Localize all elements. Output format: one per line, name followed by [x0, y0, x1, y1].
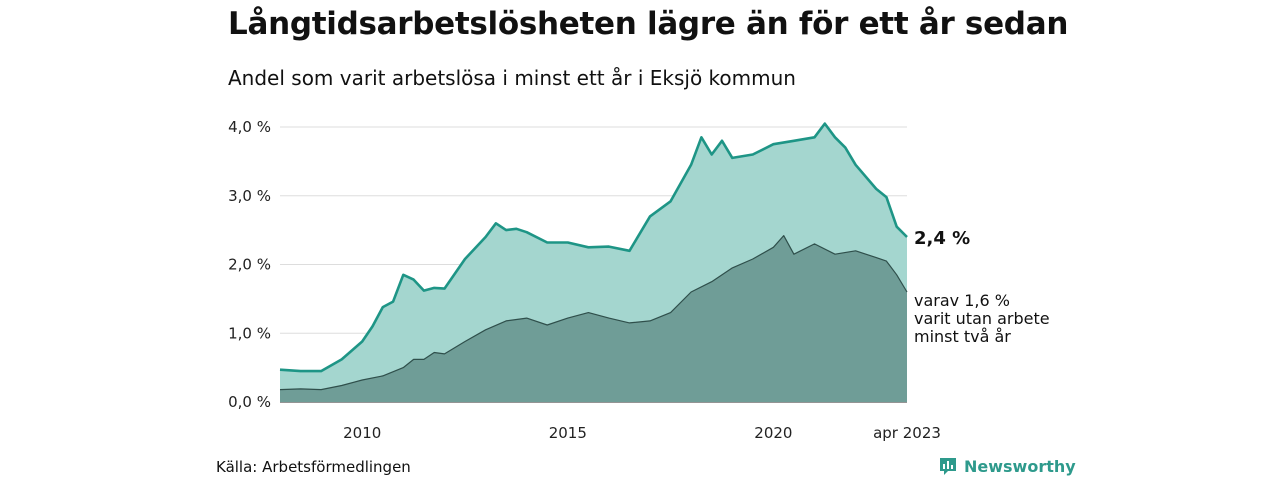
y-tick-label: 2,0 %: [228, 256, 271, 274]
series-one-year-line: [279, 122, 908, 373]
source-note: Källa: Arbetsförmedlingen: [216, 458, 411, 476]
chart-subtitle: Andel som varit arbetslösa i minst ett å…: [228, 66, 796, 90]
y-tick-label: 3,0 %: [228, 187, 271, 205]
x-tick-label: 2020: [754, 424, 792, 442]
y-tick-label: 4,0 %: [228, 118, 271, 136]
bar-chart-icon: [940, 458, 956, 475]
end-label-main: 2,4 %: [914, 228, 970, 249]
x-tick-label: 2015: [549, 424, 587, 442]
x-axis-ticks: 2010 2015 2020 apr 2023: [343, 424, 941, 442]
y-tick-label: 1,0 %: [228, 324, 271, 342]
chart-title: Långtidsarbetslösheten lägre än för ett …: [228, 6, 1069, 42]
series-two-year-line: [279, 235, 908, 391]
y-axis-ticks: 0,0 % 1,0 % 2,0 % 3,0 % 4,0 %: [228, 118, 271, 411]
end-label-sub-line: varit utan arbete: [914, 309, 1050, 328]
end-label-sub-line: minst två år: [914, 327, 1011, 346]
brand-logo[interactable]: Newsworthy: [938, 456, 1076, 476]
series-two-year-area: [280, 235, 907, 402]
chart-areas: [279, 122, 908, 402]
end-label-sub-line: varav 1,6 %: [914, 291, 1010, 310]
x-tick-label: 2010: [343, 424, 381, 442]
x-end-label: apr 2023: [873, 424, 941, 442]
y-tick-label: 0,0 %: [228, 393, 271, 411]
brand-name: Newsworthy: [964, 456, 1076, 476]
